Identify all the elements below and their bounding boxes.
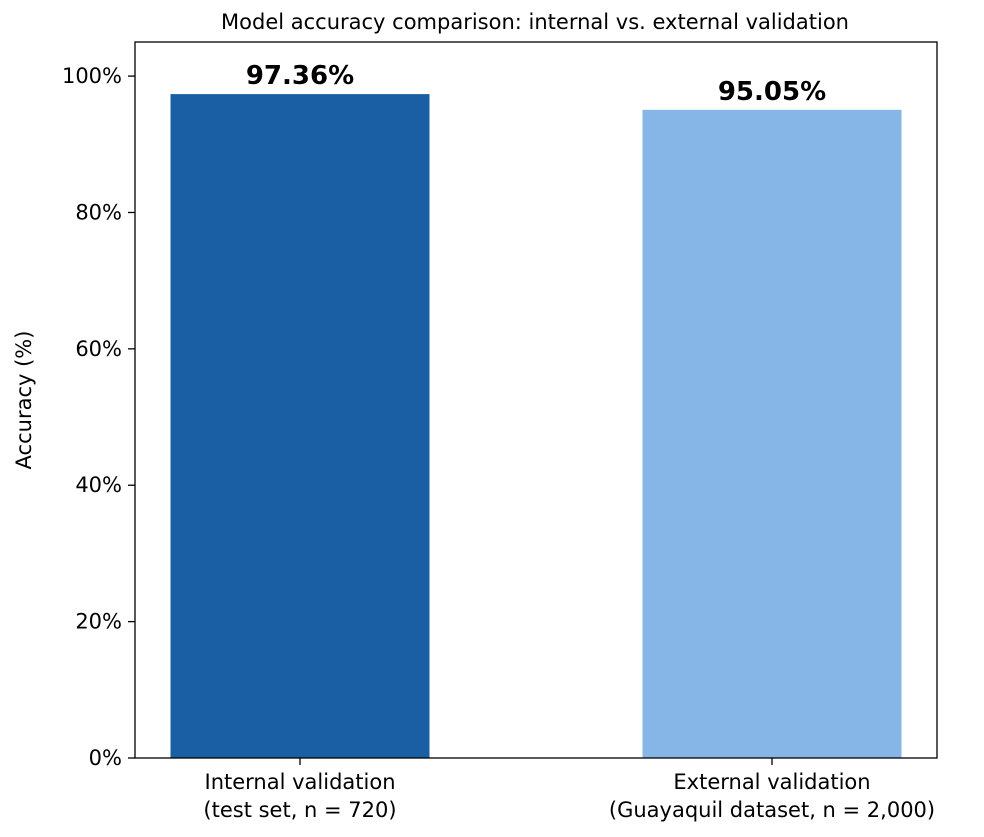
y-tick-label-2: 20% [75,610,122,634]
y-tick-label-6: 100% [62,64,122,88]
x-tick-label-2-line-2: (Guayaquil dataset, n = 2,000) [609,798,935,822]
plot-frame [134,41,938,759]
y-tick-label-4: 60% [75,337,122,361]
y-tick-label-3: 40% [75,473,122,497]
plot-area: 97.36% Internal validation (test set, n = … [62,41,938,822]
bar-2 [642,109,902,758]
y-tick-label-5: 80% [75,200,122,224]
bar-1 [170,94,430,758]
y-tick-label-1: 0% [89,746,122,770]
chart-title: Model accuracy comparison: internal vs. … [221,10,849,34]
x-tick-label-1-line-1: Internal validation [205,770,396,794]
x-tick-label-2-line-1: External validation [673,770,870,794]
data-label-2: 95.05% [718,77,826,107]
data-label-1: 97.36% [246,61,354,91]
y-axis-label: Accuracy (%) [12,331,36,470]
x-tick-label-1-line-2: (test set, n = 720) [203,798,396,822]
